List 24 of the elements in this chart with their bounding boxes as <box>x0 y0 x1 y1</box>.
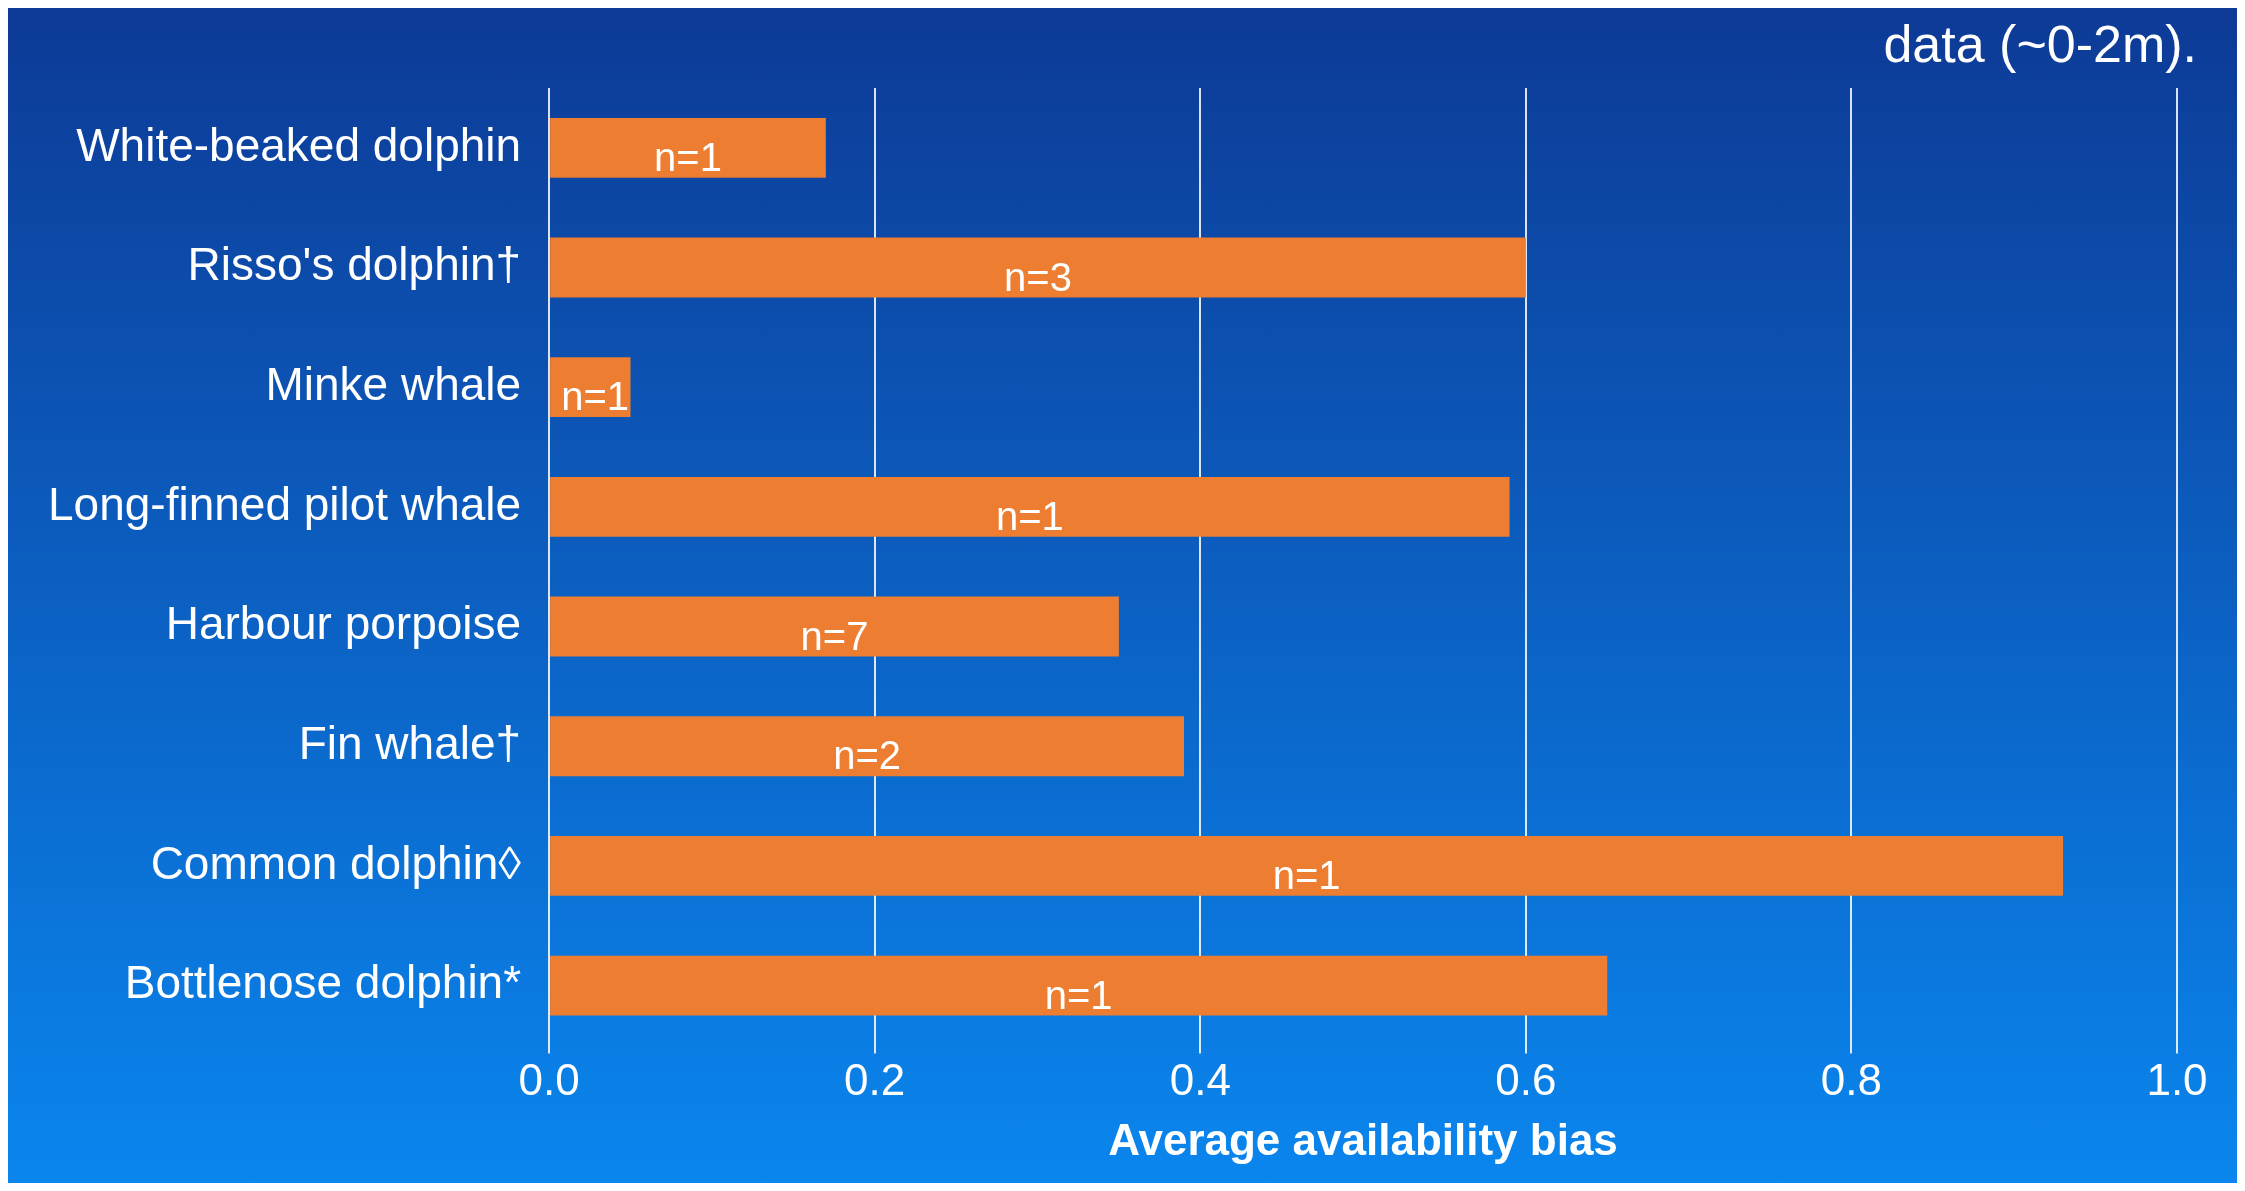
y-tick-label: Fin whale† <box>298 716 522 769</box>
y-tick-label: Long-finned pilot whale <box>47 477 522 530</box>
x-axis-title: Average availability bias <box>1108 1114 1618 1164</box>
y-tick-label: White-beaked dolphin <box>76 118 522 171</box>
annotation: n=1 <box>1044 972 1113 1017</box>
x-tick-label: 0.8 <box>1820 1054 1883 1104</box>
annotation: n=1 <box>654 134 722 179</box>
annotation: n=7 <box>800 613 869 658</box>
annotation: n=3 <box>1004 254 1072 299</box>
annotation: n=1 <box>561 374 630 419</box>
x-tick-label: 0.4 <box>1169 1054 1231 1104</box>
annotation: n=1 <box>1272 852 1341 897</box>
text: data (~0-2m). <box>1883 14 2197 74</box>
y-tick-label: Common dolphin◊ <box>150 836 522 889</box>
y-tick-label: Minke whale <box>265 357 522 410</box>
y-tick-label: Risso's dolphin† <box>187 238 522 291</box>
x-tick-label: 1.0 <box>2146 1054 2208 1104</box>
y-tick-label: Bottlenose dolphin* <box>124 956 522 1009</box>
x-tick-label: 0.0 <box>518 1054 580 1104</box>
x-tick-label: 0.6 <box>1495 1054 1557 1104</box>
annotation: n=1 <box>995 493 1064 538</box>
x-tick-label: 0.2 <box>844 1054 906 1104</box>
annotation: n=2 <box>833 733 901 778</box>
y-tick-label: Harbour porpoise <box>165 597 522 650</box>
